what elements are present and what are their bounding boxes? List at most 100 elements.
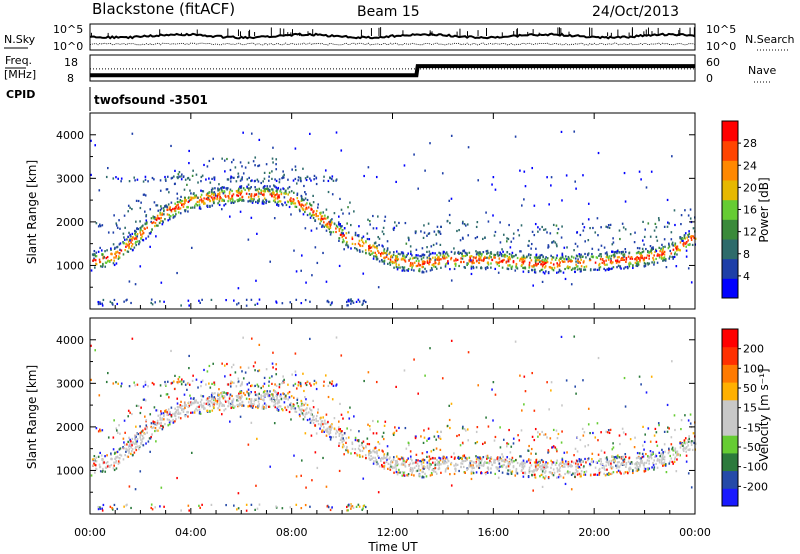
power-pixel bbox=[240, 192, 243, 195]
velocity-pixel bbox=[629, 467, 632, 470]
velocity-pixel bbox=[438, 461, 440, 464]
power-pixel bbox=[247, 183, 250, 186]
velocity-pixel bbox=[213, 396, 216, 399]
velocity-pixel bbox=[633, 446, 636, 449]
power-pixel bbox=[257, 195, 260, 198]
velocity-pixel bbox=[597, 439, 599, 442]
velocity-pixel bbox=[561, 464, 564, 468]
power-pixel bbox=[115, 176, 117, 179]
velocity-pixel bbox=[151, 426, 153, 430]
velocity-pixel bbox=[620, 457, 623, 460]
velocity-pixel bbox=[241, 395, 243, 398]
power-pixel bbox=[501, 248, 503, 251]
velocity-pixel bbox=[446, 458, 449, 461]
power-pixel bbox=[691, 235, 693, 238]
power-pixel bbox=[161, 213, 163, 216]
velocity-pixel bbox=[413, 466, 416, 469]
power-pixel bbox=[240, 198, 242, 201]
velocity-pixel bbox=[392, 432, 395, 435]
power-pixel bbox=[237, 200, 239, 203]
velocity-pixel bbox=[309, 421, 312, 424]
velocity-pixel bbox=[127, 409, 130, 412]
power-pixel bbox=[377, 235, 379, 239]
velocity-pixel bbox=[177, 412, 179, 415]
power-pixel bbox=[229, 188, 232, 191]
power-pixel bbox=[253, 195, 256, 198]
velocity-pixel bbox=[157, 414, 160, 417]
velocity-pixel bbox=[645, 391, 648, 394]
velocity-pixel bbox=[516, 472, 519, 475]
velocity-pixel bbox=[434, 461, 437, 464]
velocity-pixel bbox=[241, 404, 243, 407]
power-pixel bbox=[577, 258, 579, 261]
power-pixel bbox=[422, 271, 425, 274]
power-pixel bbox=[144, 175, 147, 178]
velocity-pixel bbox=[290, 402, 292, 405]
power-pixel bbox=[104, 265, 107, 268]
power-pixel bbox=[561, 199, 563, 202]
power-pixel bbox=[111, 253, 113, 256]
velocity-pixel bbox=[198, 404, 201, 407]
velocity-pixel bbox=[478, 457, 480, 460]
power-pixel bbox=[447, 255, 450, 258]
velocity-pixel bbox=[578, 458, 581, 461]
power-pixel bbox=[256, 188, 258, 191]
velocity-pixel bbox=[104, 470, 107, 473]
power-pixel bbox=[383, 248, 386, 251]
power-pixel bbox=[488, 256, 490, 259]
velocity-pixel bbox=[537, 431, 539, 434]
velocity-pixel bbox=[375, 460, 378, 463]
velocity-pixel bbox=[312, 418, 315, 422]
power-pixel bbox=[442, 252, 445, 255]
velocity-pixel bbox=[365, 456, 367, 460]
velocity-pixel bbox=[544, 466, 546, 469]
power-pixel bbox=[150, 298, 153, 301]
velocity-pixel bbox=[93, 458, 96, 461]
power-pixel bbox=[178, 200, 180, 204]
velocity-pixel bbox=[634, 463, 636, 466]
power-pixel bbox=[290, 202, 292, 205]
velocity-pixel bbox=[514, 459, 517, 462]
velocity-pixel bbox=[555, 429, 558, 432]
velocity-pixel bbox=[426, 439, 428, 442]
velocity-pixel bbox=[534, 467, 537, 470]
power-pixel bbox=[519, 169, 521, 172]
power-pixel bbox=[437, 255, 439, 258]
power-pixel bbox=[213, 201, 215, 204]
power-pixel bbox=[625, 256, 628, 260]
power-pixel bbox=[338, 237, 340, 240]
velocity-pixel bbox=[472, 470, 475, 473]
velocity-pixel bbox=[607, 429, 610, 432]
velocity-pixel bbox=[321, 430, 323, 433]
velocity-pixel bbox=[402, 459, 404, 462]
velocity-pixel bbox=[589, 474, 592, 477]
velocity-pixel bbox=[381, 456, 383, 460]
power-pixel bbox=[112, 262, 115, 265]
velocity-pixel bbox=[494, 458, 497, 462]
velocity-pixel bbox=[395, 461, 397, 464]
velocity-pixel bbox=[375, 432, 378, 435]
velocity-pixel bbox=[658, 424, 660, 427]
velocity-pixel bbox=[512, 437, 515, 440]
power-pixel bbox=[520, 204, 523, 207]
velocity-pixel bbox=[306, 380, 309, 383]
velocity-pixel bbox=[604, 468, 606, 471]
power-pixel bbox=[678, 249, 681, 252]
velocity-pixel bbox=[327, 395, 330, 399]
power-pixel bbox=[250, 197, 252, 201]
velocity-pixel bbox=[637, 468, 640, 471]
power-pixel bbox=[300, 196, 303, 200]
power-pixel bbox=[422, 260, 425, 263]
power-pixel bbox=[220, 187, 222, 190]
velocity-pixel bbox=[621, 427, 624, 430]
velocity-pixel bbox=[262, 385, 264, 388]
velocity-pixel bbox=[155, 422, 158, 425]
velocity-pixel bbox=[262, 404, 264, 407]
velocity-pixel bbox=[384, 456, 386, 460]
power-pixel bbox=[646, 254, 649, 257]
power-pixel bbox=[620, 267, 622, 270]
power-pixel bbox=[470, 255, 473, 258]
velocity-pixel bbox=[690, 441, 693, 444]
velocity-pixel bbox=[213, 381, 215, 384]
power-pixel bbox=[136, 178, 139, 181]
